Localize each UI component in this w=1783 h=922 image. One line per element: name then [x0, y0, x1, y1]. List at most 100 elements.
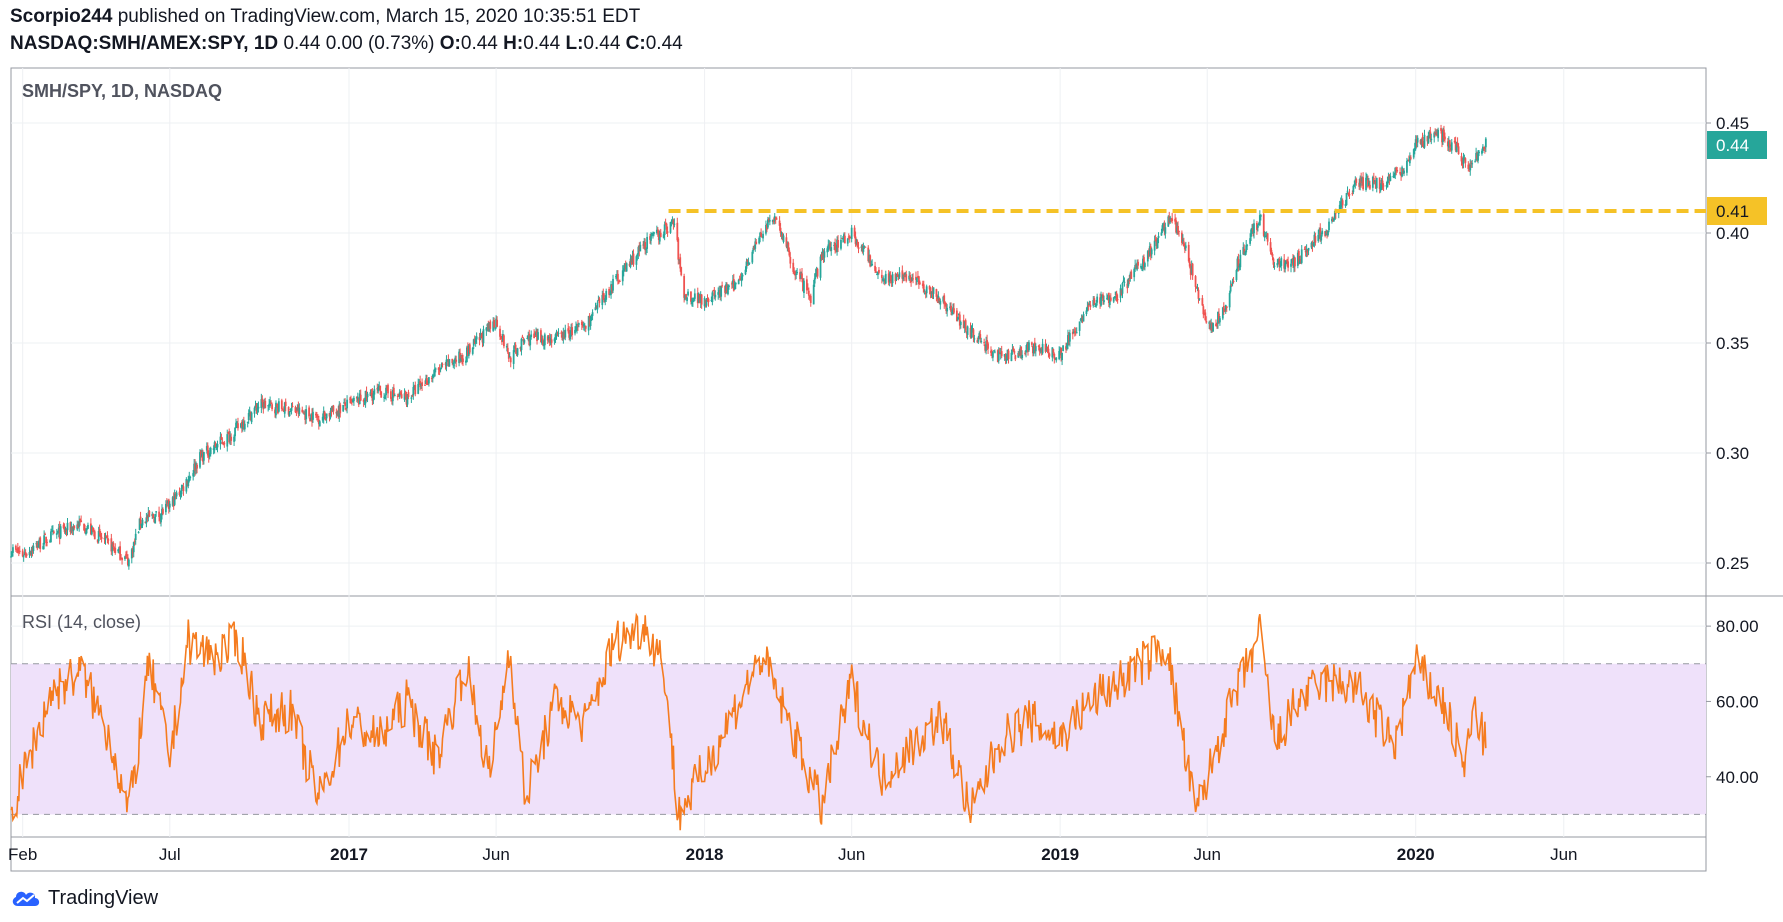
- candle-body: [1407, 159, 1409, 161]
- candle-body: [850, 227, 853, 239]
- low-label: L:: [565, 33, 584, 54]
- candle-body: [303, 413, 306, 415]
- price-axis[interactable]: 0.45 0.40 0.35 0.30 0.25: [1706, 114, 1749, 573]
- candle-body: [117, 549, 120, 552]
- candle-body: [505, 346, 508, 348]
- candle-body: [929, 287, 932, 294]
- candle-body: [1228, 292, 1231, 308]
- candle-body: [87, 524, 89, 529]
- candle-body: [1191, 263, 1194, 276]
- rsi-band: [11, 663, 1706, 815]
- candle-body: [62, 524, 65, 529]
- candle-body: [1025, 349, 1027, 353]
- candle-body: [985, 341, 988, 351]
- candle-body: [1095, 303, 1098, 307]
- candle-body: [821, 251, 824, 255]
- candle-body: [1307, 247, 1310, 251]
- candle-body: [365, 391, 368, 398]
- candle-body: [1037, 345, 1040, 347]
- candle-body: [352, 399, 354, 402]
- candle-body: [841, 237, 843, 239]
- candle-body: [657, 230, 660, 241]
- candle-body: [1026, 343, 1028, 349]
- candle-body: [976, 340, 979, 343]
- rsi-axis[interactable]: 80.00 60.00 40.00: [1706, 617, 1759, 787]
- candle-body: [509, 357, 512, 363]
- candle-body: [898, 272, 901, 278]
- candle-body: [1339, 201, 1342, 208]
- candle-body: [1470, 162, 1473, 164]
- candle-body: [421, 382, 423, 387]
- candle-body: [426, 378, 428, 386]
- candle-body: [1112, 297, 1115, 302]
- candle-body: [1450, 142, 1453, 151]
- candle-body: [534, 335, 536, 337]
- candle-body: [1352, 185, 1355, 193]
- candle-body: [1292, 258, 1294, 266]
- candle-body: [1047, 348, 1050, 354]
- candle-body: [437, 367, 440, 370]
- candle-body: [139, 516, 142, 525]
- candle-body: [412, 387, 415, 396]
- candle-body: [567, 328, 570, 332]
- candle-body: [192, 473, 195, 477]
- candle-body: [621, 270, 624, 282]
- candle-body: [1020, 346, 1023, 356]
- candle-body: [830, 247, 833, 251]
- candle-body: [1175, 220, 1177, 233]
- candle-body: [446, 360, 449, 362]
- tradingview-logo[interactable]: TradingView: [10, 883, 158, 913]
- candle-body: [241, 421, 244, 429]
- candle-body: [294, 407, 297, 413]
- candle-body: [895, 274, 898, 280]
- candle-body: [792, 262, 795, 272]
- candle-body: [1294, 257, 1296, 267]
- candle-body: [1103, 300, 1105, 303]
- candle-body: [617, 281, 620, 283]
- candle-body: [458, 351, 461, 364]
- candle-body: [563, 331, 566, 339]
- candle-body: [12, 547, 14, 553]
- candle-body: [677, 238, 680, 260]
- candle-body: [714, 294, 717, 298]
- candle-body: [1194, 276, 1197, 287]
- candle-body: [206, 445, 209, 456]
- time-axis[interactable]: Feb Jul 2017 Jun 2018 Jun 2019 Jun 2020 Jun: [8, 845, 1577, 864]
- last-price-tag: [1707, 131, 1767, 159]
- candle-body: [973, 338, 976, 340]
- candle-body: [274, 409, 276, 414]
- candle-body: [151, 514, 154, 517]
- candle-body: [1075, 332, 1078, 334]
- candle-body: [631, 255, 634, 263]
- hline-price-tag-label: 0.41: [1716, 202, 1749, 221]
- candle-body: [924, 292, 927, 294]
- candle-body: [1462, 157, 1465, 164]
- candle-body: [917, 276, 920, 285]
- candle-body: [1272, 258, 1275, 265]
- candle-body: [453, 364, 456, 366]
- candle-body: [399, 392, 402, 395]
- candle-body: [642, 244, 645, 246]
- candle-body: [290, 407, 293, 411]
- candle-body: [1253, 223, 1255, 234]
- candle-body: [542, 344, 545, 346]
- candle-body: [1122, 280, 1125, 282]
- candle-body: [771, 219, 774, 223]
- candle-body: [406, 394, 409, 405]
- candle-body: [325, 413, 328, 419]
- candle-body: [574, 329, 576, 334]
- candle-body: [1252, 228, 1254, 232]
- candle-body: [134, 533, 137, 540]
- candle-body: [1469, 164, 1472, 171]
- author-name[interactable]: Scorpio244: [10, 6, 113, 27]
- candle-body: [589, 317, 592, 327]
- candle-body: [923, 292, 926, 295]
- candle-body: [829, 243, 832, 251]
- candle-body: [637, 247, 640, 255]
- candle-body: [79, 518, 82, 522]
- candle-body: [1481, 150, 1483, 154]
- candle-body: [556, 333, 559, 335]
- candle-body: [549, 339, 552, 344]
- candle-body: [1155, 239, 1158, 247]
